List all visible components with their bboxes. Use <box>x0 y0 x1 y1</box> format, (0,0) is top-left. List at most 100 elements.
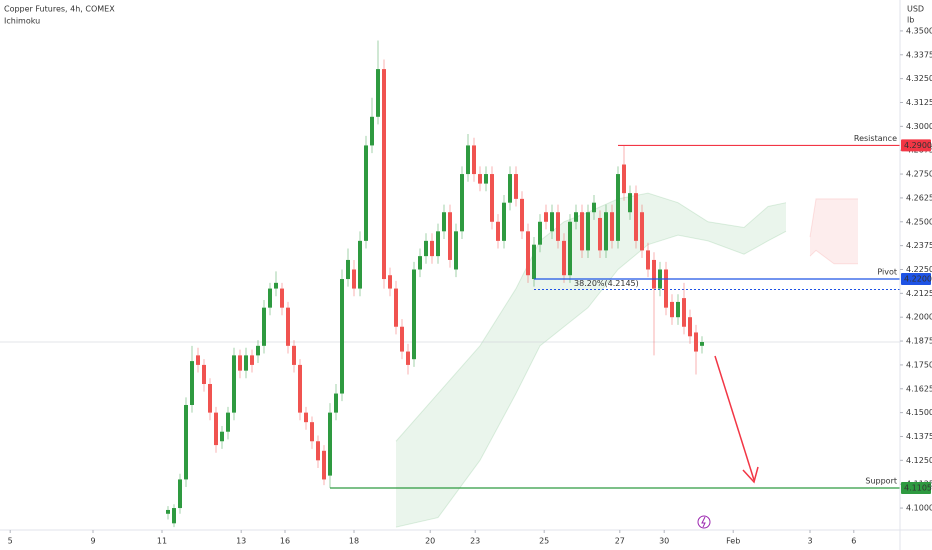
cloud-upper <box>395 192 787 442</box>
chart-title: Copper Futures, 4h, COMEX <box>4 5 115 14</box>
y-tick-label: 4.1500 <box>906 408 932 417</box>
candle-body <box>496 221 500 241</box>
candle-body <box>670 301 674 318</box>
candle-body <box>412 269 416 360</box>
candle-body <box>478 174 482 184</box>
x-tick-label: 11 <box>157 537 167 546</box>
candle-body <box>508 174 512 203</box>
x-tick-label: 6 <box>851 537 856 546</box>
candle-body <box>664 269 668 308</box>
candle-body <box>226 412 230 432</box>
candle-body <box>184 404 188 480</box>
candle-body <box>310 422 314 442</box>
x-tick-label: Feb <box>726 537 740 546</box>
y-tick-label: 4.2625 <box>906 193 932 202</box>
candle-body <box>616 174 620 241</box>
candle-body <box>520 198 524 232</box>
candle-body <box>268 288 272 308</box>
candle-body <box>556 212 560 241</box>
level-price-box <box>901 482 931 495</box>
y-tick-label: 4.1875 <box>906 337 932 346</box>
candle-body <box>640 212 644 251</box>
candle-body <box>604 212 608 251</box>
candle-body <box>562 240 566 276</box>
x-tick-label: 3 <box>807 537 812 546</box>
candle-body <box>364 145 368 241</box>
candle-body <box>214 412 218 446</box>
cloud-upper <box>809 198 858 238</box>
x-tick-label: 5 <box>8 537 13 546</box>
currency: USD <box>907 5 924 14</box>
cloud-fill <box>810 198 858 264</box>
candle-body <box>700 342 704 346</box>
candle-body <box>634 193 638 241</box>
y-tick-label: 4.1000 <box>906 504 932 513</box>
y-tick-label: 4.2250 <box>906 265 932 274</box>
candle-body <box>202 364 206 384</box>
candle-body <box>592 202 596 213</box>
candle-body <box>370 116 374 146</box>
candle-body <box>334 393 338 413</box>
candle-body <box>340 279 344 394</box>
level-name: Pivot <box>877 268 897 277</box>
candle-body <box>376 69 380 117</box>
y-tick-label: 4.2750 <box>906 170 932 179</box>
y-tick-label: 4.3500 <box>906 26 932 35</box>
candle-body <box>682 298 686 327</box>
candle-body <box>166 509 170 514</box>
candle-body <box>568 221 572 276</box>
candle-body <box>346 259 350 280</box>
x-tick-label: 27 <box>615 537 625 546</box>
candle-body <box>490 174 494 222</box>
level-price-box <box>901 139 931 152</box>
candle-body <box>598 217 602 251</box>
y-tick-label: 4.1375 <box>906 432 932 441</box>
candle-body <box>622 164 626 194</box>
y-tick-label: 4.3250 <box>906 74 932 83</box>
y-tick-label: 4.3000 <box>906 122 932 131</box>
candle-body <box>190 361 194 405</box>
unit: lb <box>907 16 914 25</box>
candle-body <box>430 240 434 257</box>
arrow-head <box>742 466 759 484</box>
candle-body <box>280 288 284 308</box>
candle-body <box>628 193 632 213</box>
candle-body <box>448 212 452 260</box>
y-tick-label: 4.1625 <box>906 384 932 393</box>
x-tick-label: 30 <box>659 537 669 546</box>
candle-body <box>538 221 542 245</box>
alert-bolt[interactable] <box>701 516 706 528</box>
x-tick-label: 13 <box>236 537 246 546</box>
y-tick-label: 4.1250 <box>906 456 932 465</box>
alert-icon[interactable] <box>697 515 711 529</box>
candle-body <box>406 351 410 365</box>
candle-body <box>274 282 278 289</box>
candle-body <box>610 212 614 241</box>
candle-body <box>532 244 536 280</box>
candle-body <box>262 307 266 346</box>
y-tick-label: 4.2500 <box>906 217 932 226</box>
y-tick-label: 4.2125 <box>906 289 932 298</box>
y-tick-label: 4.3125 <box>906 98 932 107</box>
candle-body <box>244 355 248 371</box>
candle-body <box>526 231 530 276</box>
candle-body <box>514 174 518 199</box>
candle-body <box>328 412 332 476</box>
candle-body <box>316 441 320 461</box>
level-price-label: 4.2900 <box>904 141 932 150</box>
forecast-arrow <box>714 355 759 484</box>
x-tick-label: 20 <box>425 537 435 546</box>
candle-body <box>178 479 182 509</box>
candle-body <box>208 383 212 413</box>
candle-body <box>466 145 470 175</box>
candle-body <box>298 364 302 413</box>
candle-body <box>694 332 698 352</box>
candle-body <box>454 231 458 270</box>
cloud-fill <box>396 193 786 528</box>
alert-circle[interactable] <box>697 515 711 529</box>
candle-body <box>352 269 356 289</box>
indicator-name: Ichimoku <box>4 17 40 26</box>
candle-body <box>544 212 548 222</box>
